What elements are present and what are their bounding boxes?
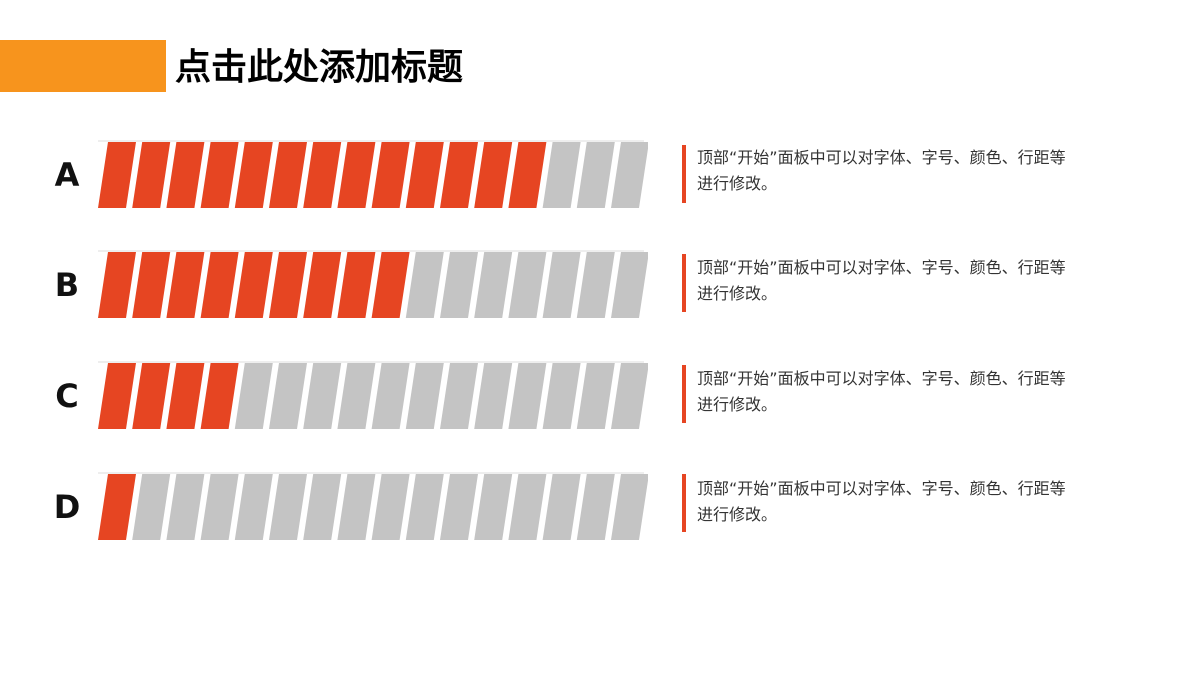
bar-segment-empty xyxy=(440,252,478,318)
bar-segment-empty xyxy=(611,474,648,540)
bar-segment-filled xyxy=(269,142,307,208)
bar-segment-filled xyxy=(303,252,342,318)
bar-segment-filled xyxy=(337,142,376,208)
row-label: C xyxy=(55,377,79,415)
bar-segment-filled xyxy=(200,252,239,318)
bar-segment-empty xyxy=(269,474,307,540)
bar-segment-empty xyxy=(508,252,547,318)
bar-segment-filled xyxy=(98,474,136,540)
bar-segment-filled xyxy=(303,142,342,208)
progress-row-a: A 顶部“开始”面板中可以对字体、字号、颜色、行距等进行修改。 xyxy=(0,140,1200,220)
bar-segment-empty xyxy=(542,474,581,540)
row-description: 顶部“开始”面板中可以对字体、字号、颜色、行距等进行修改。 xyxy=(697,369,1066,414)
bar-segment-empty xyxy=(474,474,513,540)
bar-segment-empty xyxy=(337,363,376,429)
bar-segment-filled xyxy=(371,252,410,318)
bar-segment-empty xyxy=(269,363,307,429)
progress-row-c: C 顶部“开始”面板中可以对字体、字号、颜色、行距等进行修改。 xyxy=(0,361,1200,441)
bar-segment-filled xyxy=(98,142,136,208)
segmented-progress-bar xyxy=(98,250,648,318)
segmented-progress-bar xyxy=(98,361,648,429)
progress-row-d: D 顶部“开始”面板中可以对字体、字号、颜色、行距等进行修改。 xyxy=(0,472,1200,552)
bar-segment-empty xyxy=(576,474,615,540)
bar-segment-filled xyxy=(337,252,376,318)
bar-segment-empty xyxy=(576,252,615,318)
bar-segment-empty xyxy=(508,363,547,429)
bar-segment-filled xyxy=(269,252,307,318)
bar-segment-filled xyxy=(234,142,273,208)
description-accent-line xyxy=(682,365,686,423)
bar-segment-filled xyxy=(440,142,478,208)
bar-segment-filled xyxy=(405,142,444,208)
segmented-progress-bar xyxy=(98,472,648,540)
bar-segment-empty xyxy=(508,474,547,540)
bar-segment-empty xyxy=(440,474,478,540)
page-title: 点击此处添加标题 xyxy=(175,47,464,88)
bar-segment-filled xyxy=(371,142,410,208)
bar-segment-empty xyxy=(542,363,581,429)
bar-segment-empty xyxy=(611,363,648,429)
bar-segment-empty xyxy=(440,363,478,429)
bar-segment-empty xyxy=(576,363,615,429)
bar-segment-filled xyxy=(98,252,136,318)
bar-segment-empty xyxy=(542,142,581,208)
bar-segment-empty xyxy=(132,474,171,540)
bar-segment-empty xyxy=(303,363,342,429)
progress-row-b: B 顶部“开始”面板中可以对字体、字号、颜色、行距等进行修改。 xyxy=(0,250,1200,330)
bar-segment-filled xyxy=(166,142,205,208)
bar-segment-filled xyxy=(166,252,205,318)
bar-segment-filled xyxy=(474,142,513,208)
description-accent-line xyxy=(682,145,686,203)
bar-segment-filled xyxy=(200,363,239,429)
bar-segment-filled xyxy=(508,142,547,208)
description-accent-line xyxy=(682,254,686,312)
bar-segment-empty xyxy=(474,252,513,318)
bar-segment-filled xyxy=(234,252,273,318)
description-accent-line xyxy=(682,474,686,532)
row-description: 顶部“开始”面板中可以对字体、字号、颜色、行距等进行修改。 xyxy=(697,148,1066,193)
bar-segment-empty xyxy=(234,363,273,429)
bar-segment-empty xyxy=(542,252,581,318)
bar-segment-empty xyxy=(611,142,648,208)
bar-segment-empty xyxy=(611,252,648,318)
row-label: D xyxy=(53,488,81,526)
bar-segment-empty xyxy=(405,474,444,540)
bar-segment-filled xyxy=(166,363,205,429)
bar-segment-empty xyxy=(303,474,342,540)
bar-segment-empty xyxy=(200,474,239,540)
bar-segment-empty xyxy=(474,363,513,429)
row-description: 顶部“开始”面板中可以对字体、字号、颜色、行距等进行修改。 xyxy=(697,258,1066,303)
bar-segment-filled xyxy=(200,142,239,208)
bar-segment-empty xyxy=(405,252,444,318)
bar-segment-empty xyxy=(337,474,376,540)
bar-segment-empty xyxy=(371,474,410,540)
row-description: 顶部“开始”面板中可以对字体、字号、颜色、行距等进行修改。 xyxy=(697,479,1066,524)
bar-segment-empty xyxy=(166,474,205,540)
bar-segment-filled xyxy=(98,363,136,429)
bar-segment-filled xyxy=(132,142,171,208)
bar-segment-empty xyxy=(405,363,444,429)
row-label: B xyxy=(54,266,80,304)
bar-segment-empty xyxy=(576,142,615,208)
bar-segment-filled xyxy=(132,363,171,429)
bar-segment-empty xyxy=(371,363,410,429)
bar-segment-empty xyxy=(234,474,273,540)
row-label: A xyxy=(54,156,80,194)
title-accent-bar xyxy=(0,40,166,92)
segmented-progress-bar xyxy=(98,140,648,208)
bar-segment-filled xyxy=(132,252,171,318)
